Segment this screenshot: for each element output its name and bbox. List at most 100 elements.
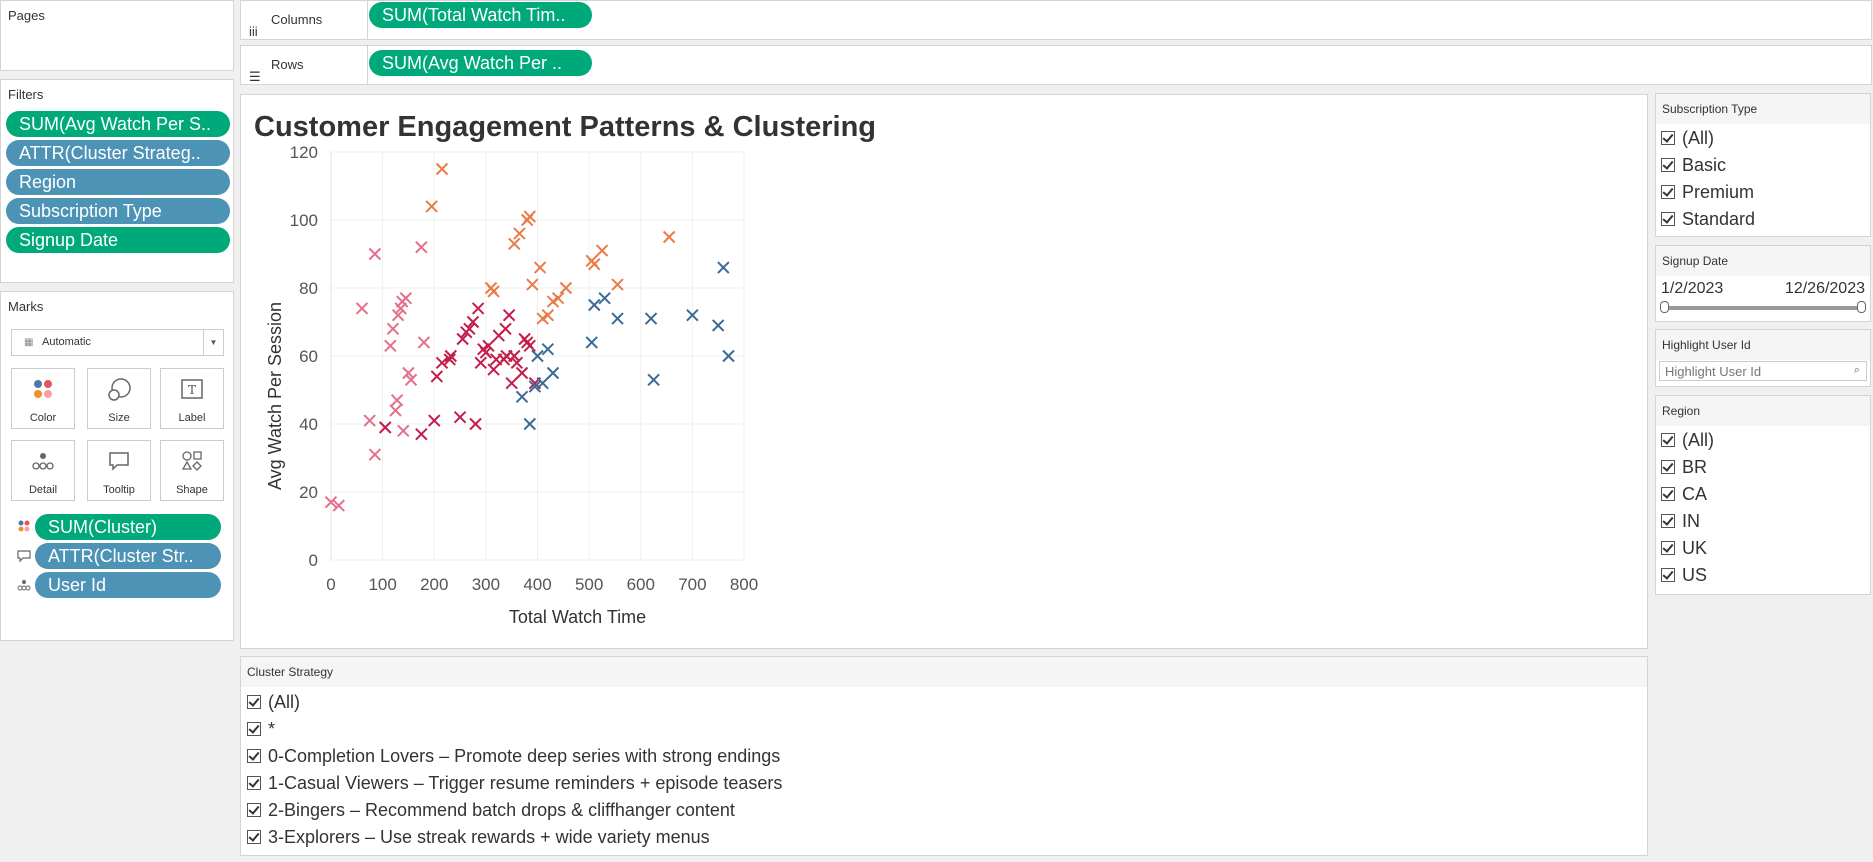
data-point-cluster-2[interactable] [662,230,676,244]
data-point-cluster-1[interactable] [510,356,524,370]
shape-button[interactable]: Shape [160,440,224,501]
data-point-cluster-3[interactable] [588,298,601,312]
data-point-cluster-1[interactable] [435,356,449,370]
data-point-cluster-2[interactable] [435,162,449,176]
signup-end-date[interactable]: 12/26/2023 [1784,280,1865,297]
filter-pill-subscription-type[interactable]: Subscription Type [6,198,230,224]
marks-pill-cluster-strategy[interactable]: ATTR(Cluster Str.. [35,543,221,569]
chart-panel[interactable]: Customer Engagement Patterns & Clusterin… [240,94,1648,649]
signup-date-slider-end-handle[interactable] [1857,301,1866,313]
cluster-strategy-filter[interactable]: Cluster Strategy (All) * 0-Completion Love… [240,656,1648,856]
data-point-cluster-1[interactable] [456,332,469,346]
data-point-cluster-3[interactable] [647,373,660,387]
subscription-type-option[interactable]: Standard [1661,209,1755,230]
data-point-cluster-0[interactable] [415,240,428,254]
filters-panel[interactable]: Filters SUM(Avg Watch Per S.. ATTR(Clust… [0,79,234,283]
checkbox-checked-icon[interactable] [247,722,261,736]
marks-pill-user-id[interactable]: User Id [35,572,221,598]
data-point-cluster-1[interactable] [523,339,536,353]
region-option[interactable]: (All) [1661,430,1714,451]
signup-date-slider-start-handle[interactable] [1660,301,1669,313]
data-point-cluster-3[interactable] [536,376,549,390]
subscription-type-option[interactable]: (All) [1661,128,1714,149]
filter-pill-cluster-strategy[interactable]: ATTR(Cluster Strateg.. [6,140,230,166]
signup-date-slider-track[interactable] [1664,306,1862,310]
mark-type-dropdown[interactable]: ▦ Automatic ▼ [11,329,224,356]
columns-pill-total-watch-time[interactable]: SUM(Total Watch Tim.. [369,2,592,28]
filter-pill-region[interactable]: Region [6,169,230,195]
data-point-cluster-3[interactable] [611,312,624,325]
checkbox-checked-icon[interactable] [1661,514,1675,528]
data-point-cluster-1[interactable] [499,322,512,336]
data-point-cluster-1[interactable] [515,366,529,380]
color-button[interactable]: Color [11,368,75,429]
checkbox-checked-icon[interactable] [1661,131,1675,145]
marks-pill-cluster[interactable]: SUM(Cluster) [35,514,221,540]
region-option[interactable]: BR [1661,457,1707,478]
checkbox-checked-icon[interactable] [1661,158,1675,172]
data-point-cluster-0[interactable] [324,495,338,509]
checkbox-checked-icon[interactable] [247,695,261,709]
data-point-cluster-1[interactable] [378,421,392,434]
data-point-cluster-2[interactable] [533,261,547,274]
data-point-cluster-0[interactable] [417,336,431,349]
checkbox-checked-icon[interactable] [247,830,261,844]
subscription-type-option[interactable]: Premium [1661,182,1754,203]
data-point-cluster-0[interactable] [355,302,369,315]
data-point-cluster-0[interactable] [399,291,413,305]
cluster-strategy-option[interactable]: 2-Bingers – Recommend batch drops & clif… [247,800,735,821]
checkbox-checked-icon[interactable] [247,776,261,790]
region-option[interactable]: IN [1661,511,1700,532]
data-point-cluster-2[interactable] [541,308,555,322]
rows-pill-avg-watch-per-session[interactable]: SUM(Avg Watch Per .. [369,50,592,76]
data-point-cluster-3[interactable] [686,308,699,322]
data-point-cluster-2[interactable] [526,278,539,291]
data-point-cluster-2[interactable] [588,257,601,271]
tooltip-button[interactable]: Tooltip [87,440,151,501]
data-point-cluster-3[interactable] [722,349,735,363]
marks-panel[interactable]: Marks ▦ Automatic ▼ Color Size T Label D… [0,291,234,641]
data-point-cluster-1[interactable] [453,410,467,424]
data-point-cluster-3[interactable] [598,291,611,305]
size-button[interactable]: Size [87,368,151,429]
data-point-cluster-0[interactable] [368,247,382,261]
subscription-type-option[interactable]: Basic [1661,155,1726,176]
data-point-cluster-1[interactable] [415,427,428,441]
cluster-strategy-option[interactable]: * [247,719,275,740]
data-point-cluster-0[interactable] [384,339,397,353]
checkbox-checked-icon[interactable] [1661,433,1675,447]
data-point-cluster-3[interactable] [523,417,536,431]
data-point-cluster-1[interactable] [428,414,441,427]
region-filter[interactable]: Region (All) BR CA IN UK US [1655,395,1871,595]
chevron-down-icon[interactable]: ▼ [203,330,223,355]
data-point-cluster-2[interactable] [425,200,438,213]
data-point-cluster-3[interactable] [528,380,542,393]
filter-pill-avg-watch[interactable]: SUM(Avg Watch Per S.. [6,111,230,137]
checkbox-checked-icon[interactable] [1661,212,1675,226]
data-point-cluster-2[interactable] [513,227,526,240]
signup-start-date[interactable]: 1/2/2023 [1661,280,1724,297]
data-point-cluster-2[interactable] [523,210,536,223]
data-point-cluster-2[interactable] [487,285,500,298]
checkbox-checked-icon[interactable] [1661,568,1675,582]
signup-date-filter[interactable]: Signup Date 1/2/2023 12/26/2023 [1655,245,1871,322]
cluster-strategy-option[interactable]: 3-Explorers – Use streak rewards + wide … [247,827,710,848]
data-point-cluster-1[interactable] [479,346,493,359]
data-point-cluster-0[interactable] [386,322,400,336]
cluster-strategy-option[interactable]: (All) [247,692,300,713]
pages-panel[interactable]: Pages [0,0,234,71]
data-point-cluster-1[interactable] [474,356,487,370]
filter-pill-signup-date[interactable]: Signup Date [6,227,230,253]
data-point-cluster-2[interactable] [595,244,609,257]
columns-shelf[interactable]: iii Columns SUM(Total Watch Tim.. [240,0,1872,40]
cluster-strategy-option[interactable]: 1-Casual Viewers – Trigger resume remind… [247,773,782,794]
data-point-cluster-0[interactable] [404,373,418,387]
data-point-cluster-0[interactable] [390,393,404,407]
data-point-cluster-1[interactable] [505,376,518,390]
data-point-cluster-3[interactable] [585,336,598,349]
checkbox-checked-icon[interactable] [1661,541,1675,555]
data-point-cluster-1[interactable] [482,339,495,353]
subscription-type-filter[interactable]: Subscription Type (All) Basic Premium Stand… [1655,93,1871,237]
region-option[interactable]: CA [1661,484,1707,505]
data-point-cluster-1[interactable] [508,349,521,363]
